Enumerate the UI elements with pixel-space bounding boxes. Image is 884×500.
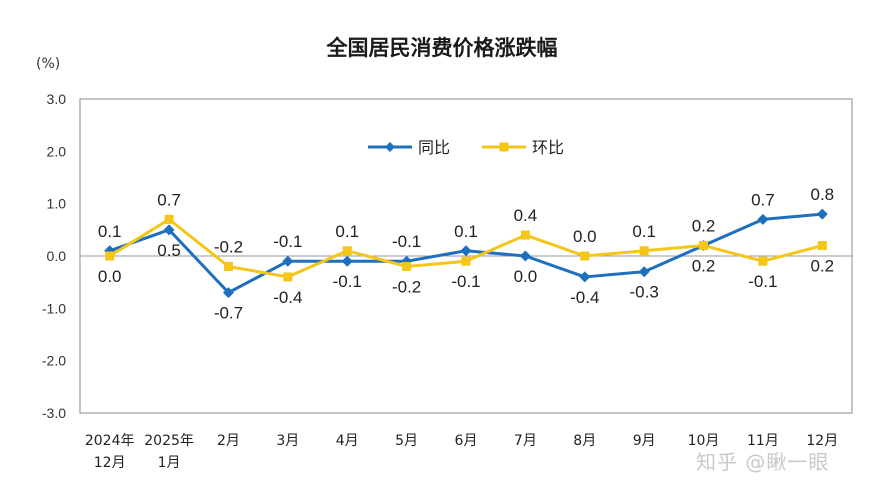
data-label-1: 0.0	[573, 227, 597, 246]
data-label-0: 0.1	[454, 222, 478, 241]
data-point-1	[342, 246, 352, 256]
data-label-1: 0.0	[98, 267, 122, 286]
data-label-1: 0.1	[632, 222, 656, 241]
x-tick-label: 10月	[688, 433, 720, 449]
chart-title: 全国居民消费价格涨跌幅	[326, 36, 558, 60]
data-label-1: 0.2	[810, 257, 834, 276]
data-point-0	[816, 208, 828, 220]
x-tick-label: 4月	[336, 433, 359, 449]
data-point-0	[757, 213, 769, 225]
data-point-1	[580, 251, 590, 261]
data-point-0	[460, 245, 472, 257]
data-point-0	[222, 287, 234, 299]
x-tick-label: 2月	[217, 433, 240, 449]
x-tick-label: 9月	[633, 433, 656, 449]
data-point-1	[639, 246, 649, 256]
data-point-1	[283, 272, 293, 282]
data-point-1	[461, 256, 471, 266]
data-label-1: -0.2	[214, 237, 243, 256]
data-point-0	[579, 271, 591, 283]
data-point-1	[402, 261, 412, 271]
data-point-1	[223, 261, 233, 271]
x-tick-label: 7月	[514, 433, 537, 449]
x-tick-label: 3月	[276, 433, 299, 449]
data-label-0: 0.2	[692, 217, 716, 236]
x-tick-label: 6月	[455, 433, 478, 449]
x-tick-label: 12月	[806, 433, 838, 449]
data-label-1: 0.2	[692, 257, 716, 276]
data-point-0	[638, 266, 650, 278]
data-point-1	[520, 230, 530, 240]
data-label-0: -0.7	[214, 304, 243, 323]
legend-label-0: 同比	[418, 138, 450, 157]
data-point-1	[758, 256, 768, 266]
data-label-0: -0.1	[392, 232, 421, 251]
data-label-0: -0.3	[630, 283, 659, 302]
y-tick-label: -3.0	[42, 405, 66, 421]
x-tick-label: 2024年 12月	[85, 433, 135, 471]
legend-marker-1	[499, 142, 509, 152]
data-label-1: 0.4	[514, 206, 538, 225]
x-tick-label: 2025年 1月	[144, 433, 194, 471]
data-label-1: 0.7	[157, 190, 181, 209]
data-label-0: 0.1	[98, 222, 122, 241]
data-label-0: 0.5	[157, 241, 181, 260]
data-point-0	[163, 224, 175, 236]
y-tick-label: -2.0	[42, 353, 66, 369]
data-label-0: -0.1	[273, 232, 302, 251]
data-point-0	[282, 255, 294, 267]
watermark: 知乎 @瞅一眼	[696, 450, 830, 474]
y-tick-label: -1.0	[42, 300, 66, 316]
data-label-1: -0.1	[451, 272, 480, 291]
y-axis-unit: (%)	[36, 56, 61, 72]
y-tick-label: 1.0	[47, 196, 67, 212]
data-label-1: 0.1	[335, 222, 359, 241]
x-tick-label: 11月	[747, 433, 779, 449]
legend-marker-0	[385, 142, 395, 152]
y-tick-label: 2.0	[47, 143, 67, 159]
data-label-0: 0.0	[514, 267, 538, 286]
data-label-1: -0.2	[392, 277, 421, 296]
data-label-0: -0.1	[333, 272, 362, 291]
data-label-1: -0.1	[748, 272, 777, 291]
data-point-1	[817, 241, 827, 251]
y-tick-label: 3.0	[47, 91, 67, 107]
data-point-1	[699, 241, 709, 251]
x-tick-label: 8月	[573, 433, 596, 449]
legend-label-1: 环比	[532, 138, 564, 157]
data-label-0: -0.4	[570, 288, 599, 307]
data-label-0: 0.7	[751, 190, 775, 209]
data-label-0: 0.8	[810, 185, 834, 204]
data-point-0	[519, 250, 531, 262]
data-point-1	[105, 251, 115, 261]
data-label-1: -0.4	[273, 288, 302, 307]
y-tick-label: 0.0	[47, 248, 67, 264]
data-point-1	[164, 214, 174, 224]
data-point-0	[341, 255, 353, 267]
x-tick-label: 5月	[395, 433, 418, 449]
